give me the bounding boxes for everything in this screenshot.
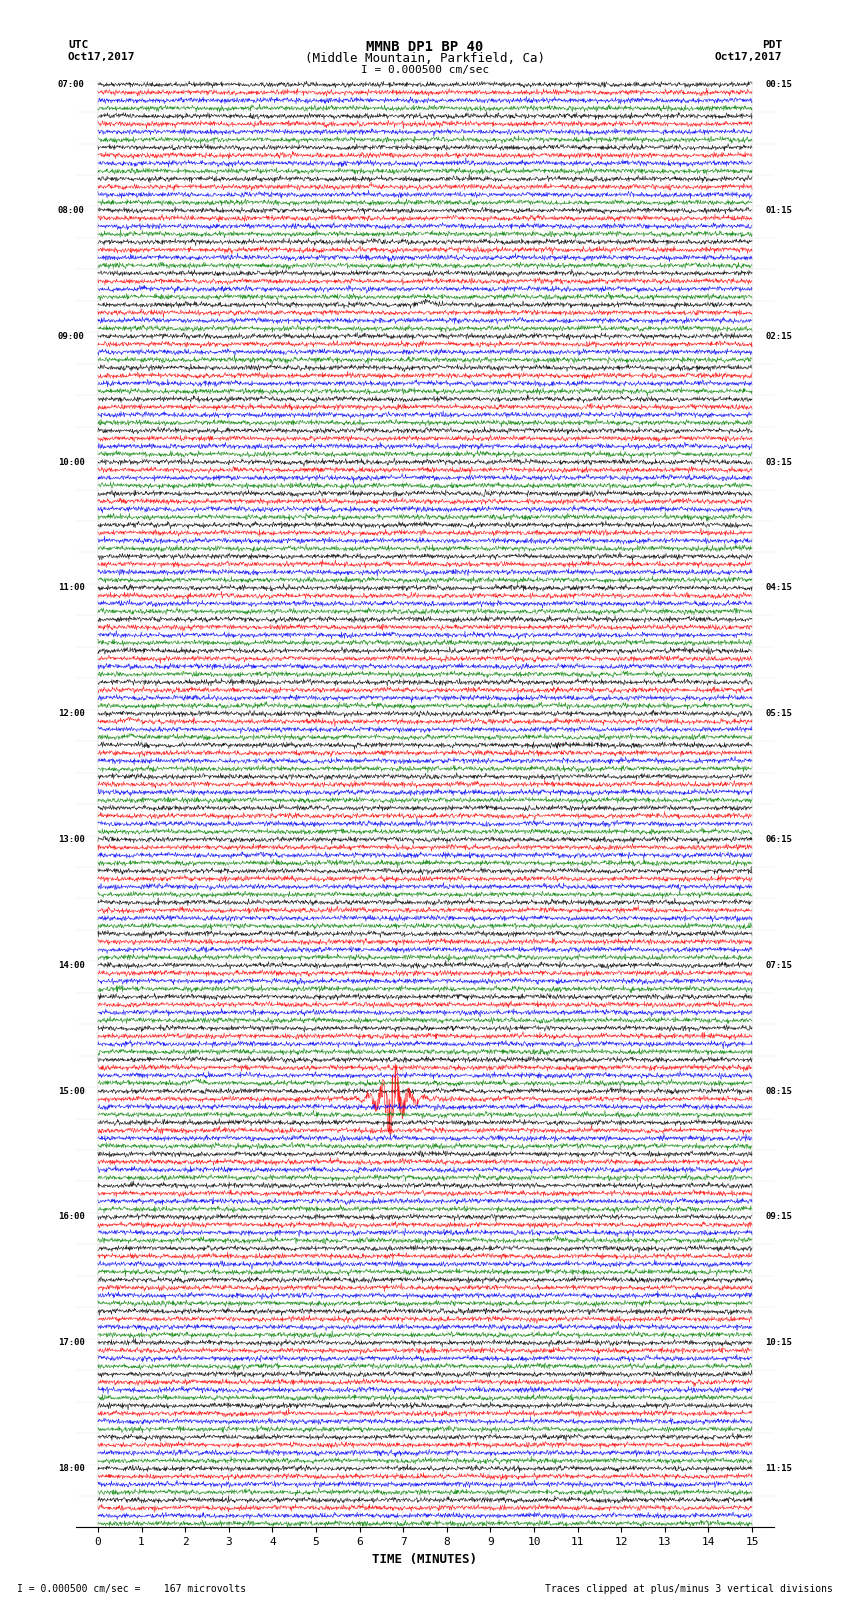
Text: 04:15: 04:15 — [765, 584, 792, 592]
Text: 09:15: 09:15 — [765, 1213, 792, 1221]
Text: 18:00: 18:00 — [58, 1465, 85, 1473]
Text: 03:15: 03:15 — [765, 458, 792, 466]
Text: I = 0.000500 cm/sec: I = 0.000500 cm/sec — [361, 65, 489, 74]
Text: 00:15: 00:15 — [765, 81, 792, 89]
Text: 06:15: 06:15 — [765, 836, 792, 844]
Text: 08:15: 08:15 — [765, 1087, 792, 1095]
Text: 07:00: 07:00 — [58, 81, 85, 89]
Text: Traces clipped at plus/minus 3 vertical divisions: Traces clipped at plus/minus 3 vertical … — [545, 1584, 833, 1594]
Text: MMNB DP1 BP 40: MMNB DP1 BP 40 — [366, 40, 484, 55]
Text: 05:15: 05:15 — [765, 710, 792, 718]
Text: 12:00: 12:00 — [58, 710, 85, 718]
X-axis label: TIME (MINUTES): TIME (MINUTES) — [372, 1553, 478, 1566]
Text: 13:00: 13:00 — [58, 836, 85, 844]
Text: 02:15: 02:15 — [765, 332, 792, 340]
Text: 17:00: 17:00 — [58, 1339, 85, 1347]
Text: (Middle Mountain, Parkfield, Ca): (Middle Mountain, Parkfield, Ca) — [305, 52, 545, 65]
Text: 10:15: 10:15 — [765, 1339, 792, 1347]
Text: Oct17,2017: Oct17,2017 — [68, 52, 135, 61]
Text: Oct17,2017: Oct17,2017 — [715, 52, 782, 61]
Text: 15:00: 15:00 — [58, 1087, 85, 1095]
Text: UTC: UTC — [68, 40, 88, 50]
Text: 09:00: 09:00 — [58, 332, 85, 340]
Text: PDT: PDT — [762, 40, 782, 50]
Text: 10:00: 10:00 — [58, 458, 85, 466]
Text: 14:00: 14:00 — [58, 961, 85, 969]
Text: 11:00: 11:00 — [58, 584, 85, 592]
Text: 07:15: 07:15 — [765, 961, 792, 969]
Text: 01:15: 01:15 — [765, 206, 792, 215]
Text: I = 0.000500 cm/sec =    167 microvolts: I = 0.000500 cm/sec = 167 microvolts — [17, 1584, 246, 1594]
Text: 08:00: 08:00 — [58, 206, 85, 215]
Text: 11:15: 11:15 — [765, 1465, 792, 1473]
Text: 16:00: 16:00 — [58, 1213, 85, 1221]
